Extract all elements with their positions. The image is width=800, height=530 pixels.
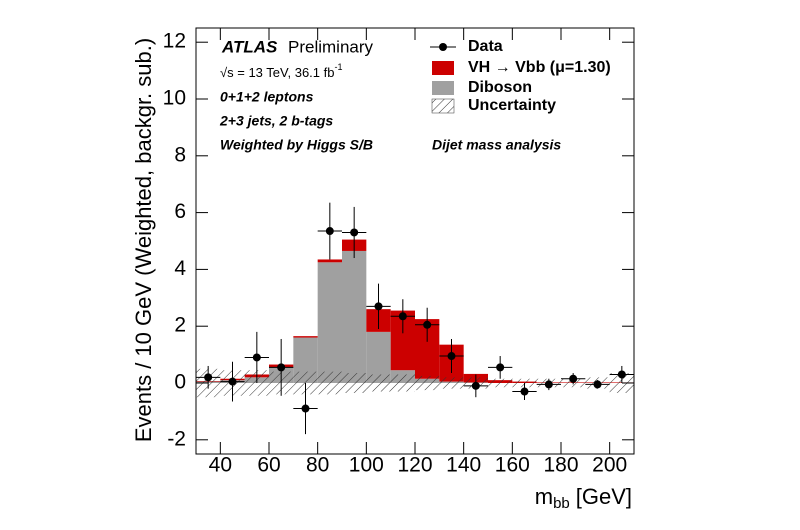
data-point — [617, 370, 626, 379]
legend: Data VH → Vbb (μ=1.30) Diboson Uncertain… — [430, 38, 611, 114]
x-label-main: m — [535, 484, 553, 509]
plot-area — [196, 202, 634, 435]
x-tick-label: 60 — [257, 454, 280, 477]
data-point — [447, 352, 456, 361]
x-tick-label: 100 — [349, 454, 384, 477]
uncertainty-band — [415, 375, 440, 391]
y-tick-label: 6 — [174, 200, 186, 223]
legend-label: Uncertainty — [468, 97, 556, 114]
energy-label: √s = 13 TeV, 36.1 fb-1 — [220, 62, 343, 80]
x-tick-label: 80 — [306, 454, 329, 477]
uncertainty-band — [317, 371, 342, 395]
data-point — [277, 363, 286, 372]
x-tick-label: 160 — [495, 454, 530, 477]
y-tick-label: 10 — [163, 87, 186, 110]
legend-swatch — [432, 81, 454, 95]
y-tick-label: 8 — [174, 143, 186, 166]
uncertainty-band — [488, 378, 513, 388]
data-point — [398, 312, 407, 321]
legend-swatch — [431, 98, 455, 114]
energy-text: √s = 13 TeV, 36.1 fb — [220, 65, 334, 80]
data-point — [471, 381, 480, 390]
bar — [293, 336, 318, 338]
x-tick-label: 120 — [397, 454, 432, 477]
x-tick-label: 40 — [209, 454, 232, 477]
y-tick-label: 12 — [163, 30, 186, 53]
data-point — [544, 380, 553, 389]
legend-label: Data — [468, 38, 503, 55]
data-point — [204, 373, 213, 382]
y-axis-label: Events / 10 GeV (Weighted, backgr. sub.) — [131, 38, 156, 442]
analysis: Dijet mass analysis — [432, 137, 561, 153]
bar — [317, 259, 342, 263]
y-tick-label: -2 — [167, 427, 186, 450]
energy-sup: -1 — [334, 62, 342, 72]
data-point — [252, 353, 261, 362]
uncertainty-band — [439, 377, 464, 389]
data-point — [350, 228, 359, 237]
x-label-unit: [GeV] — [576, 484, 632, 509]
data-point — [423, 320, 432, 329]
data-point — [593, 380, 602, 389]
y-tick-label: 2 — [174, 314, 186, 337]
legend-marker — [439, 43, 447, 51]
bar — [342, 250, 367, 383]
experiment: ATLAS — [221, 37, 278, 56]
data-point — [520, 387, 529, 396]
legend-label: Diboson — [468, 79, 532, 96]
data-point — [301, 404, 310, 413]
x-tick-label: 140 — [446, 454, 481, 477]
status: Preliminary — [288, 37, 374, 56]
uncertainty-band — [342, 373, 367, 393]
bar — [317, 262, 342, 383]
legend-swatch — [432, 61, 454, 75]
data-point — [374, 302, 383, 311]
legend-label: VH → Vbb (μ=1.30) — [468, 59, 611, 76]
x-label-sub: bb — [553, 495, 570, 512]
note: 0+1+2 leptons — [220, 89, 314, 105]
x-tick-label: 200 — [592, 454, 627, 477]
x-axis-label: mbb [GeV] — [535, 484, 632, 512]
note: 2+3 jets, 2 b-tags — [219, 113, 333, 129]
y-tick-label: 0 — [174, 371, 186, 394]
note: Weighted by Higgs S/B — [220, 137, 373, 153]
y-tick-label: 4 — [174, 257, 186, 280]
uncertainty-band — [390, 374, 415, 392]
data-point — [325, 227, 334, 236]
data-point — [569, 374, 578, 383]
x-tick-label: 180 — [543, 454, 578, 477]
data-point — [496, 363, 505, 372]
uncertainty-band — [366, 374, 391, 392]
data-point — [228, 377, 237, 386]
